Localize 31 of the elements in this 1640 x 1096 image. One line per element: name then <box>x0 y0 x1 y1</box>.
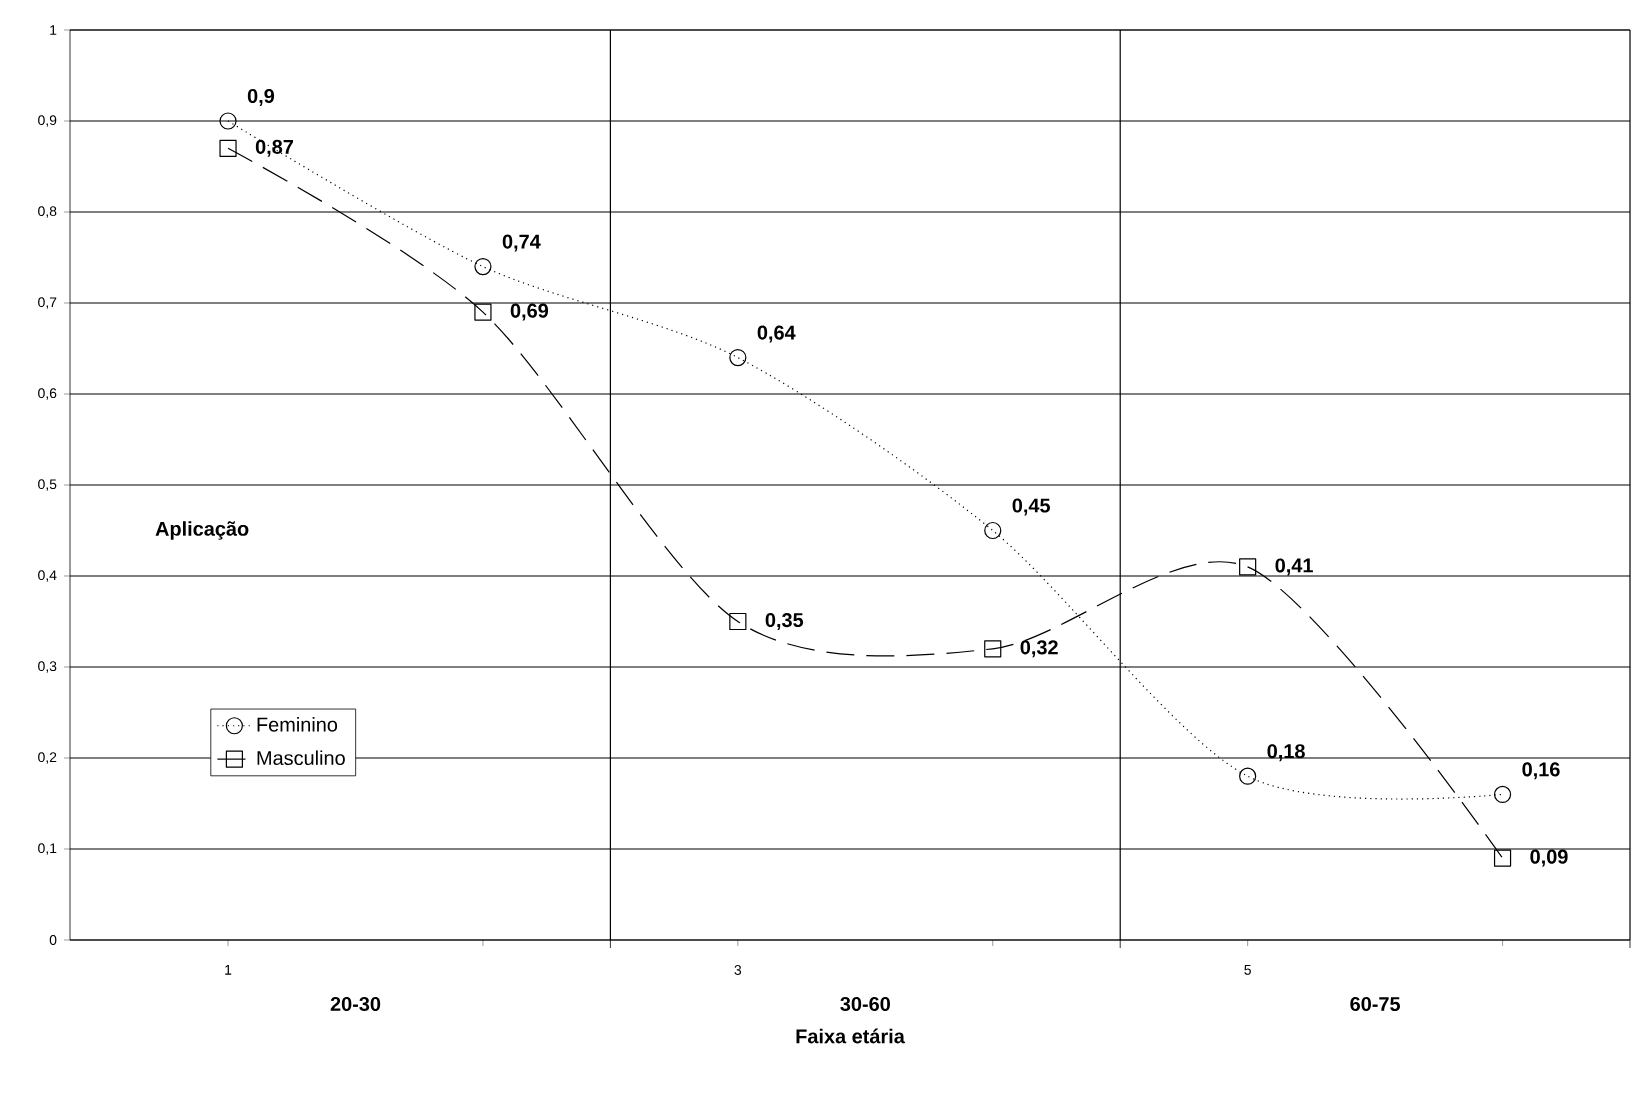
annotation: Aplicação <box>155 521 249 540</box>
data-label: 0,74 <box>502 234 541 252</box>
point <box>1493 785 1512 803</box>
point <box>1493 849 1512 867</box>
point <box>219 139 237 157</box>
data-label: 0,41 <box>1275 558 1313 576</box>
point <box>1239 558 1257 576</box>
point <box>474 257 492 276</box>
point <box>984 521 1002 540</box>
legend-label: Masculino <box>257 750 345 766</box>
point <box>219 112 237 130</box>
point <box>729 612 747 631</box>
point <box>729 348 747 367</box>
data-label: 0,09 <box>1530 849 1568 867</box>
data-label: 0,69 <box>510 303 549 321</box>
data-label: 0,64 <box>757 325 796 343</box>
data-label: 0,9 <box>247 88 275 106</box>
x-axis-title: Faixa etária <box>796 1028 905 1044</box>
data-label: 0,45 <box>1012 498 1051 516</box>
text: 20-30 <box>330 996 381 1012</box>
data-label: 0,32 <box>1020 640 1058 658</box>
data-label: 0,35 <box>765 613 804 630</box>
legend-label: Feminino <box>257 717 338 732</box>
data-label: 0,18 <box>1267 744 1305 762</box>
text: 60-75 <box>1350 996 1401 1012</box>
point <box>1239 767 1257 785</box>
data-label: 0,16 <box>1522 762 1560 780</box>
point <box>984 640 1002 658</box>
data-label: 0,87 <box>255 139 293 157</box>
point <box>474 303 492 321</box>
text: 30-60 <box>840 996 890 1012</box>
